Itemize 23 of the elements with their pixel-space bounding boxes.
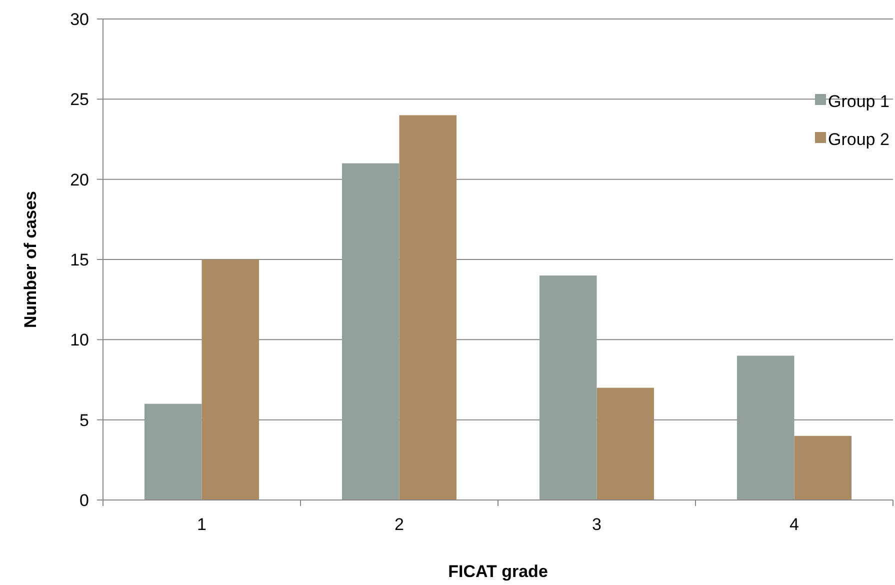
y-tick-label: 20 <box>70 170 89 190</box>
bar <box>202 260 260 500</box>
bar <box>736 356 794 500</box>
bar <box>342 163 400 500</box>
legend-label: Group 1 <box>828 92 890 111</box>
x-tick-label: 2 <box>394 515 404 534</box>
bar <box>794 436 852 500</box>
y-tick-label: 15 <box>70 250 89 270</box>
y-tick-label: 5 <box>80 410 89 430</box>
y-tick-label: 0 <box>80 490 89 510</box>
x-tick-label: 1 <box>197 515 206 534</box>
y-tick-label: 10 <box>70 330 89 350</box>
legend-label: Group 2 <box>828 130 890 149</box>
y-tick-label: 25 <box>70 90 89 110</box>
bar <box>399 115 457 500</box>
x-tick-label: 4 <box>790 515 799 534</box>
bar <box>144 404 202 500</box>
x-axis-title: FICAT grade <box>448 562 548 581</box>
y-tick-label: 30 <box>70 10 89 29</box>
bar <box>596 388 654 500</box>
x-tick-label: 3 <box>592 515 602 534</box>
y-axis-title: Number of cases <box>21 191 40 328</box>
bar <box>539 276 597 500</box>
